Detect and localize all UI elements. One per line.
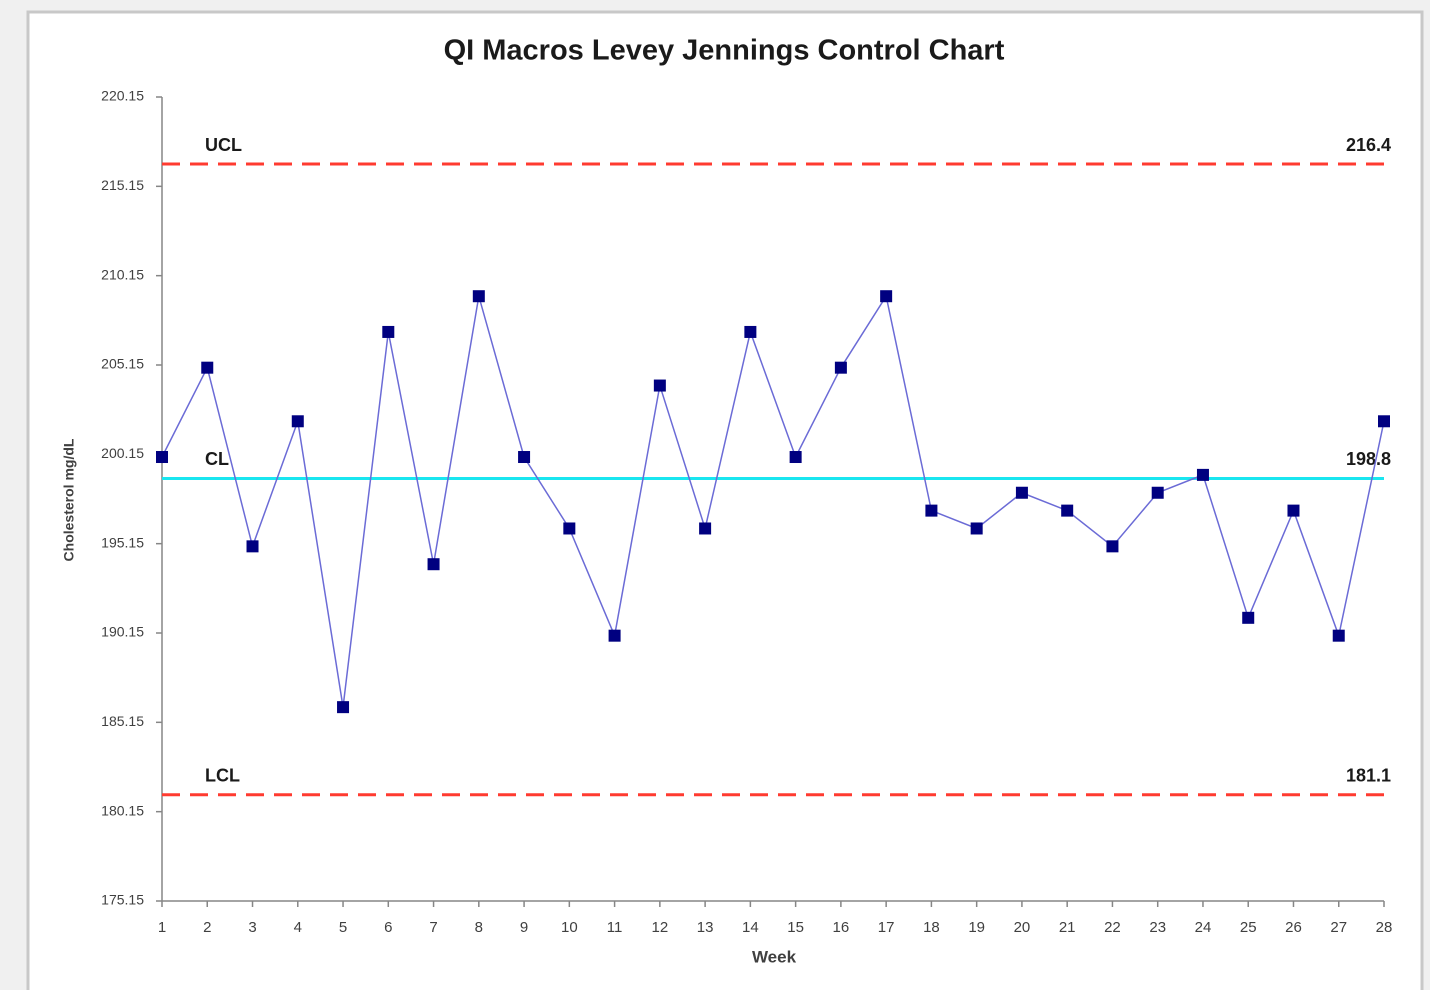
data-point: [1061, 504, 1074, 517]
control-line-value: 216.4: [1346, 135, 1391, 155]
x-tick-label: 13: [697, 919, 714, 936]
y-tick-label: 215.15: [101, 177, 144, 193]
control-line-name: CL: [205, 449, 229, 469]
data-point: [1332, 629, 1345, 642]
data-point: [201, 361, 214, 374]
x-tick-label: 20: [1014, 919, 1031, 936]
x-tick-label: 7: [429, 919, 437, 936]
x-tick-label: 4: [294, 919, 302, 936]
data-point: [880, 290, 893, 303]
y-tick-label: 195.15: [101, 534, 144, 550]
control-line-value: 181.1: [1346, 765, 1391, 785]
data-point: [1242, 611, 1255, 624]
x-tick-label: 3: [248, 919, 256, 936]
y-tick-label: 175.15: [101, 892, 144, 908]
x-tick-label: 19: [968, 919, 985, 936]
x-tick-label: 8: [475, 919, 483, 936]
x-tick-label: 9: [520, 919, 528, 936]
data-point: [653, 379, 666, 392]
data-point: [382, 325, 395, 338]
x-tick-label: 16: [833, 919, 850, 936]
x-tick-label: 5: [339, 919, 347, 936]
data-point: [1287, 504, 1300, 517]
data-point: [1378, 415, 1390, 428]
chart-frame: [26, 10, 1424, 990]
x-tick-label: 21: [1059, 919, 1076, 936]
data-point: [834, 361, 847, 374]
y-tick-label: 220.15: [101, 88, 144, 104]
x-tick-label: 14: [742, 919, 759, 936]
data-point: [337, 701, 350, 714]
y-tick-label: 180.15: [101, 802, 144, 818]
series-line: [161, 294, 1385, 708]
data-point: [1151, 486, 1164, 499]
control-line-name: UCL: [205, 135, 242, 155]
data-point: [427, 558, 440, 571]
control-line-value: 198.8: [1346, 449, 1391, 469]
data-point: [1196, 468, 1209, 481]
y-tick-label: 190.15: [101, 624, 144, 640]
data-point: [518, 451, 531, 464]
x-tick-label: 28: [1376, 919, 1393, 936]
x-tick-label: 27: [1330, 919, 1347, 936]
x-tick-label: 12: [652, 919, 669, 936]
y-axis-label: Cholesterol mg/dL: [61, 438, 77, 561]
x-tick-label: 25: [1240, 919, 1257, 936]
x-tick-label: 2: [203, 919, 211, 936]
control-line-name: LCL: [205, 765, 240, 785]
x-tick-label: 18: [923, 919, 940, 936]
data-point: [744, 325, 757, 338]
data-point: [563, 522, 576, 535]
data-point: [925, 504, 938, 517]
y-tick-label: 185.15: [101, 713, 144, 729]
data-point: [789, 451, 802, 464]
x-tick-label: 6: [384, 919, 392, 936]
y-tick-label: 205.15: [101, 356, 144, 372]
data-point: [472, 290, 485, 303]
x-tick-label: 24: [1195, 919, 1212, 936]
x-tick-label: 15: [787, 919, 804, 936]
x-axis-label: Week: [752, 947, 797, 966]
x-tick-label: 22: [1104, 919, 1121, 936]
x-tick-label: 1: [158, 919, 166, 936]
data-point: [970, 522, 983, 535]
data-point: [246, 540, 259, 553]
chart-title: QI Macros Levey Jennings Control Chart: [444, 35, 1005, 67]
x-tick-label: 17: [878, 919, 895, 936]
y-tick-label: 210.15: [101, 266, 144, 282]
y-tick-label: 200.15: [101, 445, 144, 461]
data-point: [1106, 540, 1119, 553]
x-tick-label: 26: [1285, 919, 1302, 936]
data-point: [291, 415, 304, 428]
data-point: [699, 522, 712, 535]
data-point: [1015, 486, 1028, 499]
x-tick-label: 23: [1149, 919, 1166, 936]
data-point: [608, 629, 621, 642]
data-point: [156, 451, 168, 464]
x-tick-label: 11: [607, 919, 623, 936]
x-tick-label: 10: [561, 919, 578, 936]
